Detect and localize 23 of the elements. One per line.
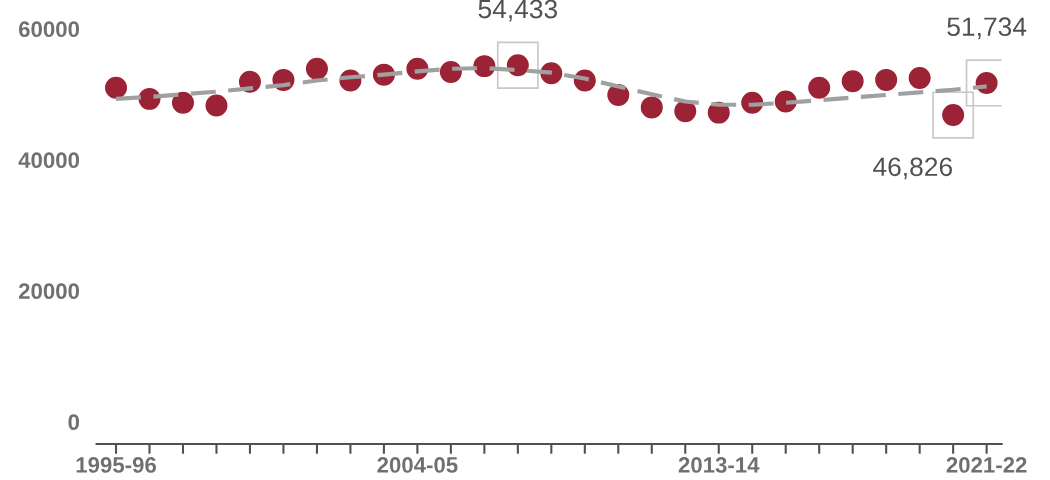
data-label: 51,734 xyxy=(947,17,1027,40)
point xyxy=(473,55,496,78)
point xyxy=(875,68,898,91)
point xyxy=(674,100,697,123)
x-tick-label: 2004-05 xyxy=(377,457,458,473)
point xyxy=(439,61,462,84)
x-tick-label: 2021-22 xyxy=(946,457,1027,473)
point xyxy=(305,57,328,80)
point xyxy=(205,94,228,117)
point xyxy=(841,70,864,93)
x-tick-label: 2013-14 xyxy=(678,457,760,473)
data-label: 46,826 xyxy=(873,157,952,180)
data-label: 54,433 xyxy=(478,0,558,22)
y-tick-label: 0 xyxy=(68,414,80,430)
point xyxy=(640,96,663,119)
y-tick-label: 60000 xyxy=(18,21,80,38)
y-tick-label: 20000 xyxy=(18,283,80,300)
x-tick-label: 1995-96 xyxy=(76,457,156,473)
point xyxy=(171,91,194,114)
point xyxy=(808,76,831,99)
point xyxy=(908,66,931,89)
point xyxy=(105,76,128,99)
y-tick-label: 40000 xyxy=(18,152,80,169)
